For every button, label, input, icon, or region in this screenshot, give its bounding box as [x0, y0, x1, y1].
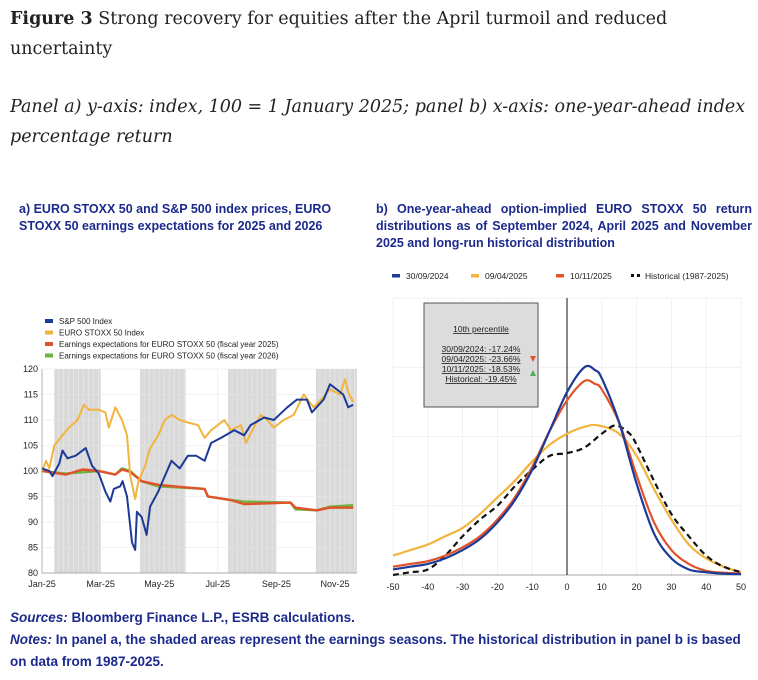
x-tick-label: 20 [632, 582, 642, 592]
series-line-2 [41, 468, 354, 512]
notes-line: Notes: In panel a, the shaded areas repr… [10, 629, 750, 673]
x-tick-label: -10 [526, 582, 539, 592]
x-tick-label: Sep-25 [262, 579, 291, 589]
legend-label: Historical (1987-2025) [645, 271, 729, 281]
legend-label: 10/11/2025 [570, 271, 612, 281]
y-tick-label: 110 [24, 415, 38, 425]
footer: Sources: Bloomberg Finance L.P., ESRB ca… [10, 607, 750, 673]
notes-text: In panel a, the shaded areas represent t… [10, 632, 741, 669]
distribution-curve-2 [392, 379, 742, 575]
legend-label: 09/04/2025 [485, 271, 528, 281]
figure-title-text: Strong recovery for equities after the A… [10, 9, 668, 59]
x-tick-label: -50 [386, 582, 399, 592]
x-tick-label: 40 [701, 582, 711, 592]
legend-swatch [556, 274, 564, 278]
annotation-line: Historical: -19.45% [445, 374, 517, 384]
y-tick-label: 90 [28, 517, 38, 527]
figure-title: Figure 3 Strong recovery for equities af… [10, 4, 750, 64]
figure-subtitle: Panel a) y-axis: index, 100 = 1 January … [10, 97, 746, 147]
sources-label: Sources: [10, 610, 68, 625]
percentile-annotation-box [423, 302, 539, 408]
panel-b-title: b) One-year-ahead option-implied EURO ST… [376, 202, 752, 250]
distribution-curve-3 [392, 424, 742, 577]
annotation-heading: 10th percentile [453, 324, 509, 334]
x-tick-label: Jan-25 [28, 579, 56, 589]
figure-label: Figure 3 [10, 9, 93, 29]
panel-a-title: a) EURO STOXX 50 and S&P 500 index price… [19, 202, 332, 233]
y-tick-label: 80 [28, 568, 38, 578]
annotation-line: 09/04/2025: -23.66% [442, 354, 521, 364]
legend-swatch [45, 330, 53, 335]
legend-label: Earnings expectations for EURO STOXX 50 … [59, 340, 279, 349]
annotation-line: 30/09/2024: -17.24% [442, 344, 521, 354]
x-tick-label: Mar-25 [86, 579, 115, 589]
legend-swatch [45, 342, 53, 346]
x-tick-label: 30 [666, 582, 676, 592]
sources-text: Bloomberg Finance L.P., ESRB calculation… [71, 610, 355, 625]
annotation-line: 10/11/2025: -18.53% [442, 364, 521, 374]
series-line-1 [41, 378, 355, 501]
x-tick-label: -40 [421, 582, 434, 592]
legend-swatch [637, 274, 640, 277]
y-tick-label: 85 [28, 543, 38, 553]
legend-label: Earnings expectations for EURO STOXX 50 … [59, 352, 279, 361]
x-tick-label: Jul-25 [206, 579, 231, 589]
x-tick-label: 0 [564, 582, 569, 592]
legend-swatch [631, 274, 634, 277]
x-tick-label: May-25 [144, 579, 174, 589]
y-tick-label: 100 [23, 466, 38, 476]
y-tick-label: 105 [23, 441, 38, 451]
x-tick-label: -20 [491, 582, 504, 592]
legend-swatch [45, 319, 53, 323]
sources-line: Sources: Bloomberg Finance L.P., ESRB ca… [10, 607, 750, 629]
y-tick-label: 115 [24, 390, 38, 400]
series-line-0 [41, 383, 354, 551]
y-tick-label: 120 [23, 364, 38, 374]
distribution-curve-1 [392, 423, 742, 574]
x-tick-label: 50 [736, 582, 746, 592]
x-tick-label: -30 [456, 582, 469, 592]
legend-label: 30/09/2024 [406, 271, 449, 281]
notes-label: Notes: [10, 632, 53, 647]
legend-label: EURO STOXX 50 Index [59, 329, 144, 338]
legend-swatch [392, 274, 400, 278]
arrow-down-icon [530, 356, 536, 362]
x-tick-label: 10 [597, 582, 607, 592]
x-tick-label: Nov-25 [321, 579, 350, 589]
distribution-curve-0 [392, 364, 742, 576]
legend-swatch [45, 353, 53, 358]
legend-swatch [471, 274, 479, 278]
legend-label: S&P 500 Index [59, 317, 112, 326]
y-tick-label: 95 [28, 492, 38, 502]
arrow-up-icon [530, 370, 536, 376]
